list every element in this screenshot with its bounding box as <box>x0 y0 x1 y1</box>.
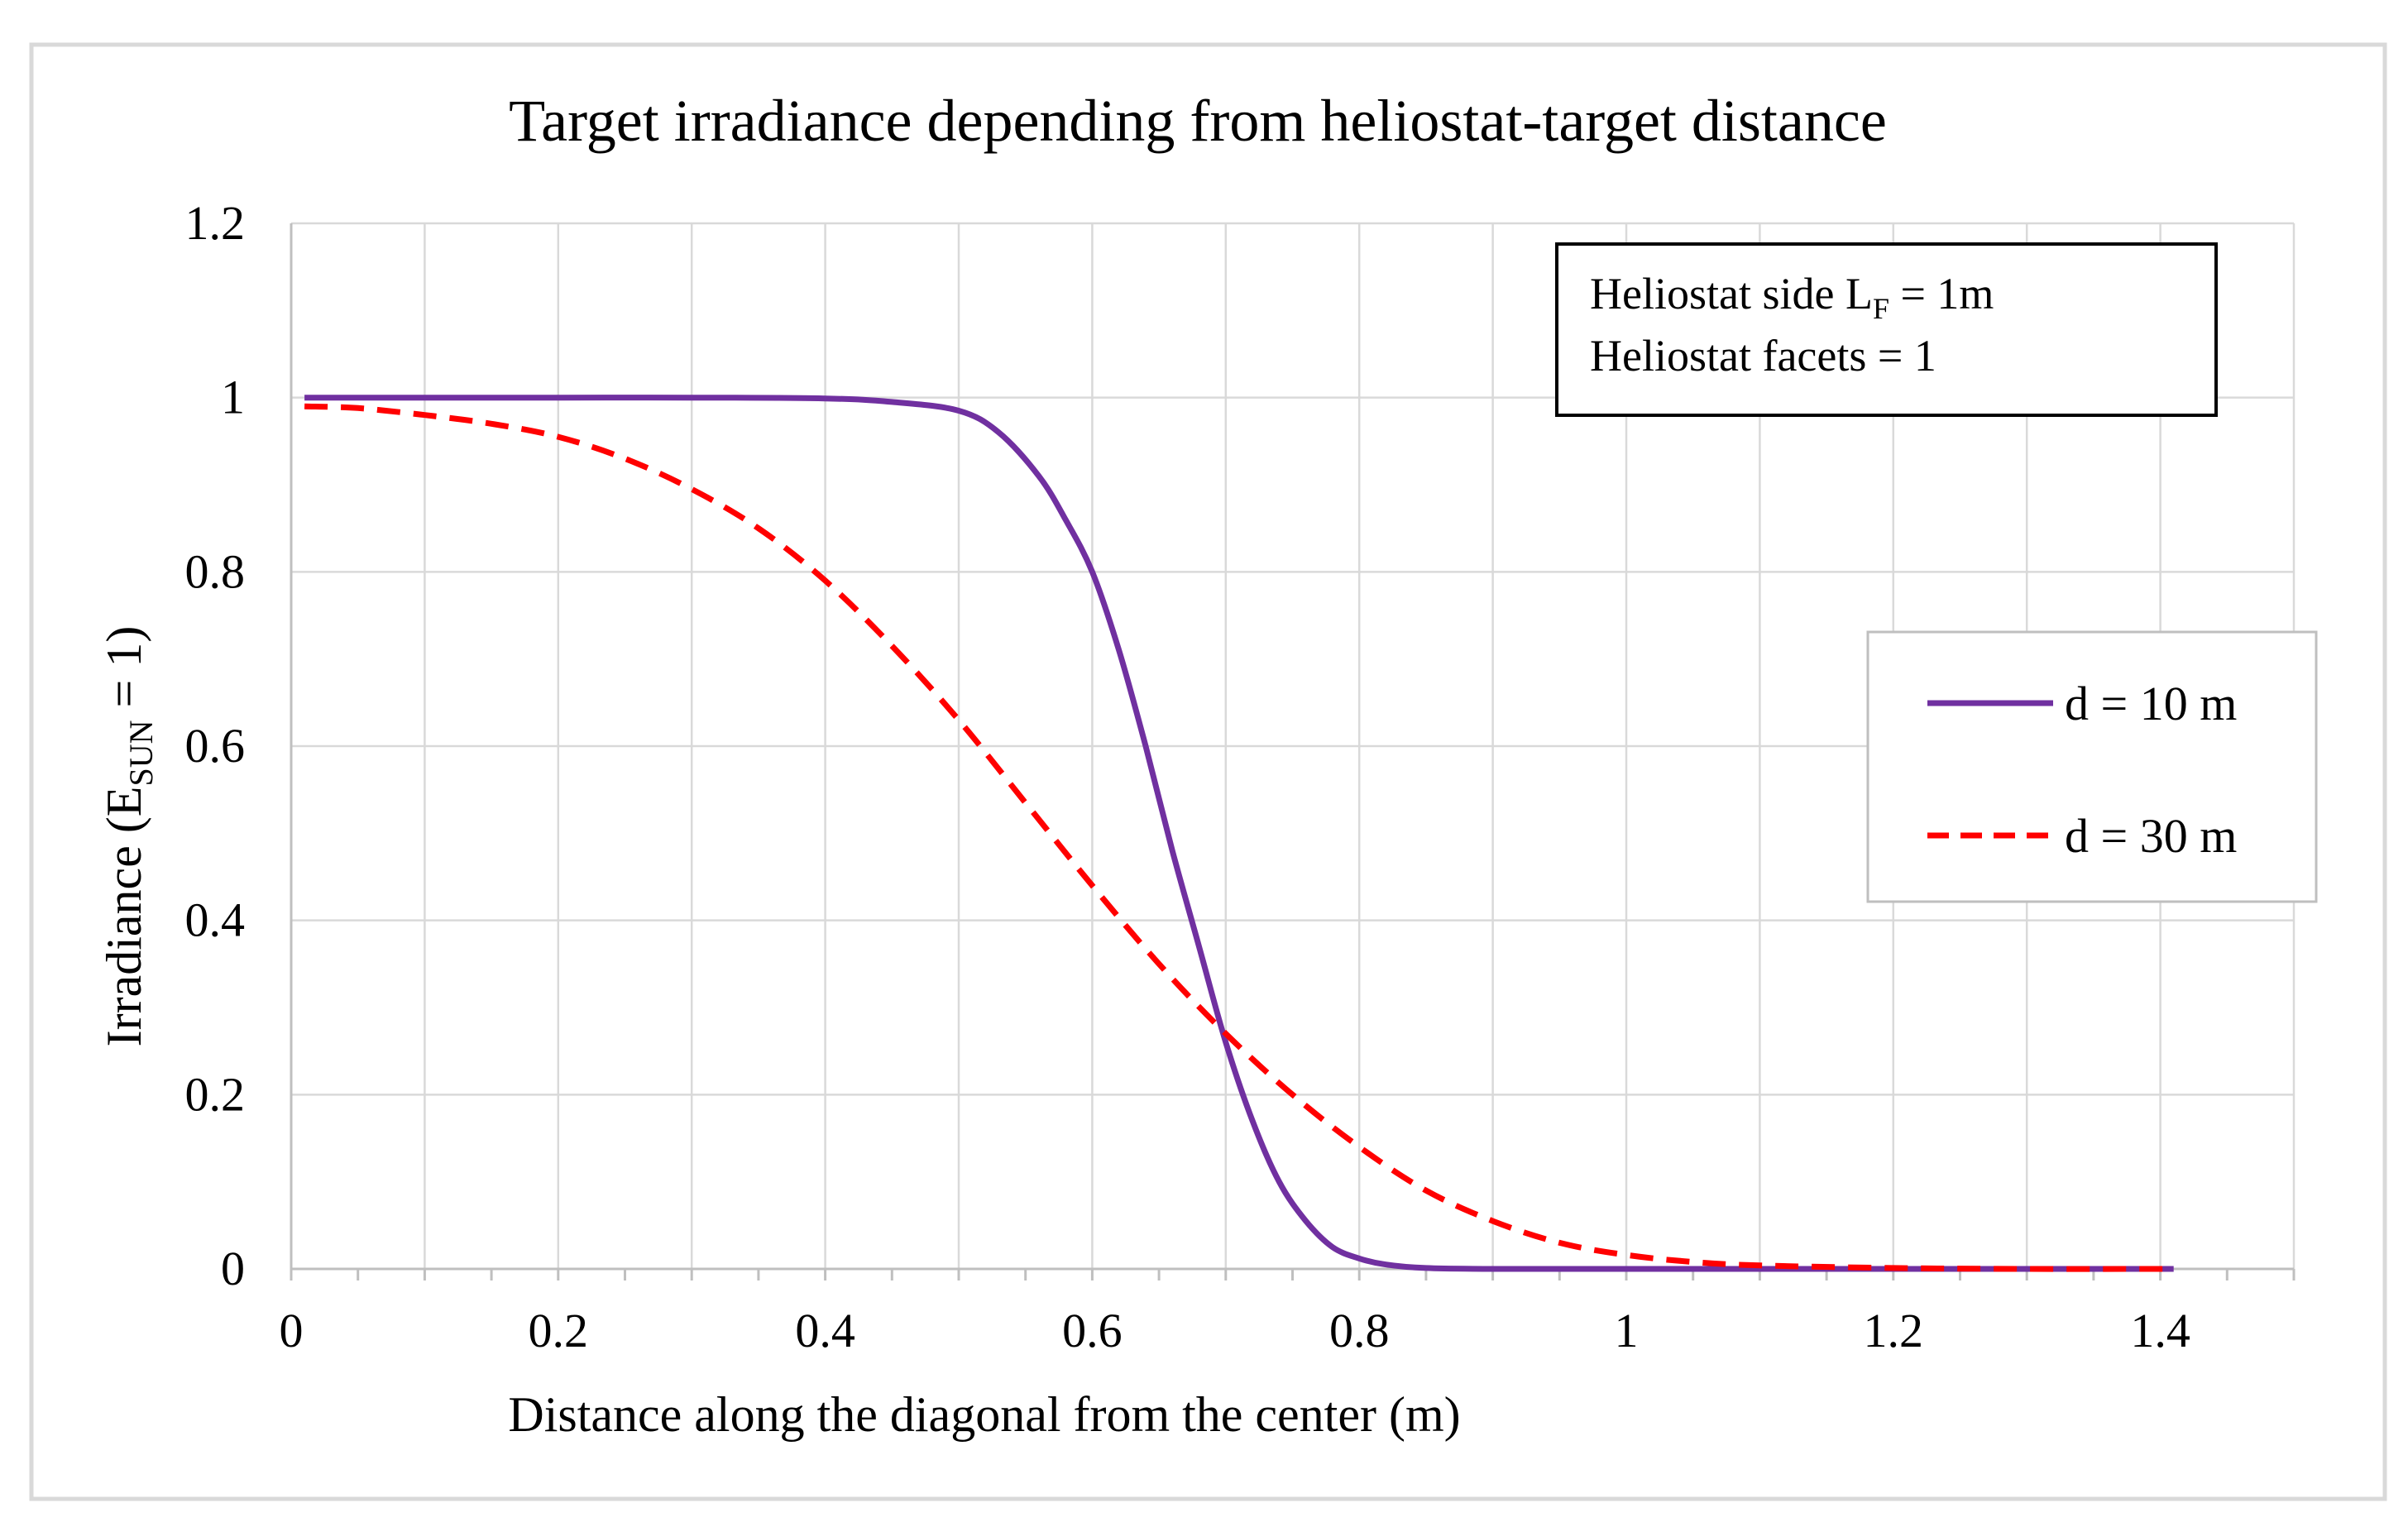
annotation-line-1-subscript: F <box>1873 292 1889 325</box>
annotation-line-1-prefix: Heliostat side L <box>1590 269 1873 318</box>
x-tick-label: 0.2 <box>529 1304 589 1357</box>
legend-box <box>1866 630 2318 903</box>
x-tick-labels: 0 0.2 0.4 0.6 0.8 1 1.2 1.4 <box>280 1304 2190 1357</box>
annotation-line-1-suffix: = 1m <box>1889 269 1994 318</box>
x-tick-label: 0.8 <box>1329 1304 1390 1357</box>
series-line-d-30m <box>304 403 2174 1272</box>
legend-label-d-10m: d = 10 m <box>2065 677 2237 730</box>
annotation-line-2: Heliostat facets = 1 <box>1590 331 1936 381</box>
x-tick-label: 1.4 <box>2130 1304 2190 1357</box>
y-axis-title: Irradiance (ESUN = 1) <box>97 626 160 1047</box>
y-tick-label: 0.2 <box>185 1067 246 1121</box>
y-axis-title-suffix: = 1) <box>97 626 151 720</box>
y-tick-label: 1 <box>221 371 245 424</box>
annotation-line-1: Heliostat side LF = 1m <box>1590 269 1994 325</box>
y-tick-label: 1.2 <box>185 196 246 250</box>
series-layer <box>304 395 2174 1272</box>
x-tick-label: 0.4 <box>795 1304 855 1357</box>
series-line-d-10m <box>304 395 2174 1272</box>
y-tick-labels: 0 0.2 0.4 0.6 0.8 1 1.2 <box>185 196 246 1295</box>
legend: d = 10 m d = 30 m <box>1866 630 2318 903</box>
chart-title: Target irradiance depending from heliost… <box>509 88 1887 154</box>
legend-label-d-30m: d = 30 m <box>2065 809 2237 863</box>
y-tick-label: 0.6 <box>185 719 246 773</box>
annotation-box: Heliostat side LF = 1m Heliostat facets … <box>1555 242 2218 417</box>
y-axis-title-prefix: Irradiance (E <box>97 787 151 1047</box>
x-tick-label: 0 <box>280 1304 304 1357</box>
x-tick-label: 1.2 <box>1864 1304 1924 1357</box>
y-tick-label: 0 <box>221 1242 245 1295</box>
x-axis-title: Distance along the diagonal from the cen… <box>508 1387 1460 1442</box>
legend-entries: d = 10 m d = 30 m <box>1927 677 2237 863</box>
x-tick-label: 0.6 <box>1062 1304 1123 1357</box>
y-axis-title-subscript: SUN <box>122 720 160 787</box>
y-tick-label: 0.8 <box>185 544 246 598</box>
x-tick-label: 1 <box>1615 1304 1639 1357</box>
y-tick-label: 0.4 <box>185 893 246 947</box>
